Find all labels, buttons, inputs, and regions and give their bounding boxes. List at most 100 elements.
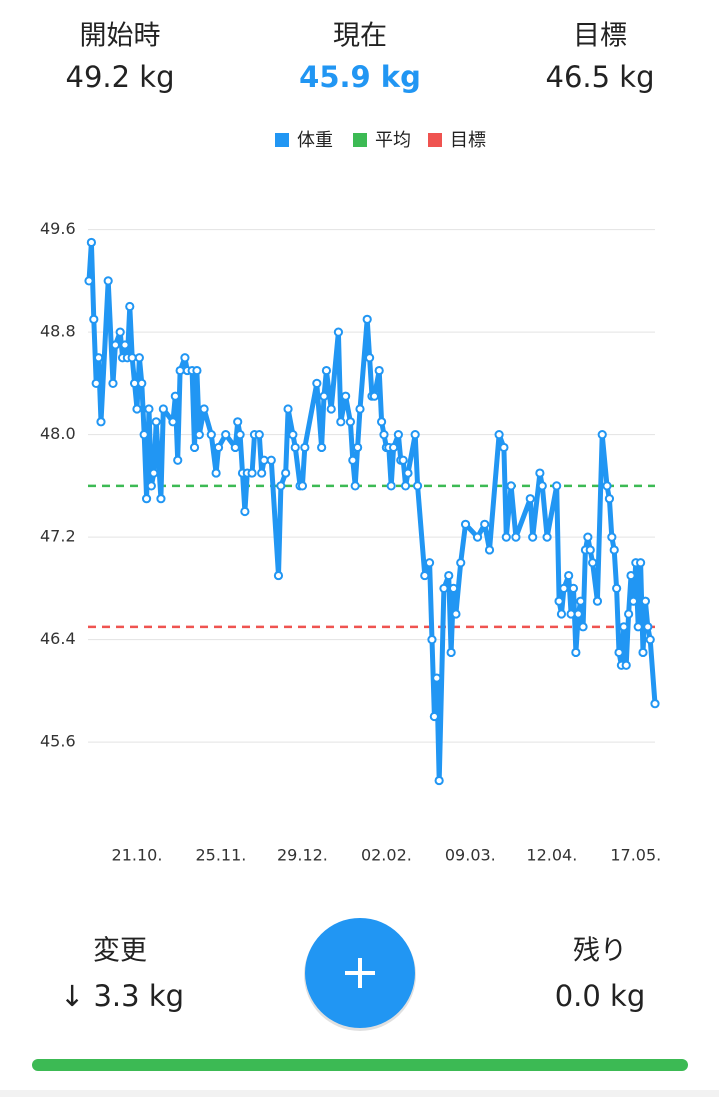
change-label: 変更: [93, 936, 147, 967]
weight-point: [628, 596, 639, 606]
weight-point: [235, 430, 245, 440]
y-tick-label: 49.6: [40, 219, 76, 238]
remaining-label: 残り: [573, 936, 627, 967]
weight-point: [266, 455, 276, 465]
weight-point: [353, 442, 363, 453]
weight-point: [650, 699, 660, 709]
weight-point: [576, 596, 586, 606]
weight-point: [103, 276, 113, 286]
weight-point: [597, 430, 607, 440]
weight-point: [578, 622, 588, 632]
weight-point: [552, 481, 562, 491]
weight-point: [448, 583, 459, 593]
weight-point: [288, 430, 298, 440]
weight-point: [573, 609, 583, 619]
weight-point: [317, 442, 327, 453]
weight-point: [156, 494, 166, 504]
weight-point: [86, 237, 96, 248]
x-tick-label: 09.03.: [445, 846, 496, 865]
x-tick-label: 29.12.: [277, 846, 328, 865]
weight-point: [240, 506, 250, 517]
weight-point: [192, 365, 202, 376]
weight-point: [134, 353, 144, 363]
weight-point: [588, 558, 598, 568]
y-tick-label: 48.0: [40, 424, 76, 443]
weight-point: [290, 442, 300, 453]
weight-point: [199, 404, 209, 414]
weight-point: [259, 455, 269, 465]
weight-point: [609, 545, 619, 555]
weight-point: [355, 404, 365, 414]
x-tick-label: 25.11.: [195, 846, 246, 865]
weight-point: [427, 635, 437, 645]
weight-point: [633, 622, 643, 632]
weight-point: [460, 519, 471, 529]
weight-point: [369, 391, 379, 401]
weight-point: [403, 468, 413, 478]
weight-point: [554, 596, 564, 606]
weight-point: [233, 417, 243, 427]
weight-point: [326, 404, 336, 414]
weight-point: [556, 609, 567, 619]
weight-point: [254, 430, 264, 440]
legend-label: 目標: [450, 130, 486, 151]
y-tick-label: 46.4: [40, 629, 76, 648]
weight-point: [333, 327, 344, 337]
weight-point: [350, 481, 360, 491]
weight-point: [175, 365, 185, 376]
weight-point: [300, 442, 310, 453]
weight-point: [424, 558, 435, 568]
weight-line: [86, 239, 658, 784]
x-tick-label: 21.10.: [112, 846, 163, 865]
weight-point: [472, 532, 483, 542]
weight-point: [542, 532, 552, 542]
weight-point: [537, 481, 547, 491]
legend-swatch: [275, 133, 289, 147]
weight-point: [281, 468, 291, 478]
weight-point: [247, 468, 257, 478]
weight-point: [393, 430, 403, 440]
weight-point: [144, 404, 154, 414]
weight-point: [297, 481, 308, 491]
weight-point: [480, 519, 490, 529]
weight-point: [643, 622, 653, 632]
weight-point: [640, 596, 651, 606]
weight-point: [120, 340, 130, 350]
weight-point: [189, 442, 200, 453]
weight-point: [319, 391, 329, 401]
goal-label: 目標: [573, 21, 627, 52]
weight-point: [336, 417, 346, 427]
weight-point: [451, 609, 461, 619]
weight-point: [432, 673, 442, 683]
weight-point: [619, 622, 629, 632]
weight-point: [221, 430, 231, 440]
weight-point: [230, 442, 240, 453]
weight-point: [345, 417, 356, 427]
weight-point: [158, 404, 168, 414]
weight-point: [194, 430, 204, 440]
weight-point: [141, 494, 152, 504]
weight-point: [348, 455, 358, 465]
weight-point: [89, 314, 99, 324]
weight-point: [456, 558, 466, 568]
y-tick-label: 45.6: [40, 732, 76, 751]
chart: 45.6 46.4 47.2 48.0 48.8 49.6 21.10. 25.11. 29.1…: [40, 219, 661, 864]
legend-swatch: [428, 133, 442, 147]
legend-swatch: [353, 133, 367, 147]
x-tick-label: 17.05.: [610, 846, 661, 865]
y-tick-label: 47.2: [40, 527, 76, 546]
weight-point: [410, 430, 420, 440]
x-tick-label: 02.02.: [361, 846, 412, 865]
weight-point: [506, 481, 516, 491]
weight-point: [91, 378, 101, 388]
add-button[interactable]: [304, 918, 416, 1031]
weight-point: [149, 468, 159, 478]
weight-point: [374, 365, 384, 376]
weight-point: [125, 301, 135, 312]
weight-point: [528, 532, 538, 542]
weight-point: [501, 532, 511, 542]
weight-point: [484, 545, 495, 555]
weight-point: [379, 430, 389, 440]
weight-point: [273, 570, 284, 581]
